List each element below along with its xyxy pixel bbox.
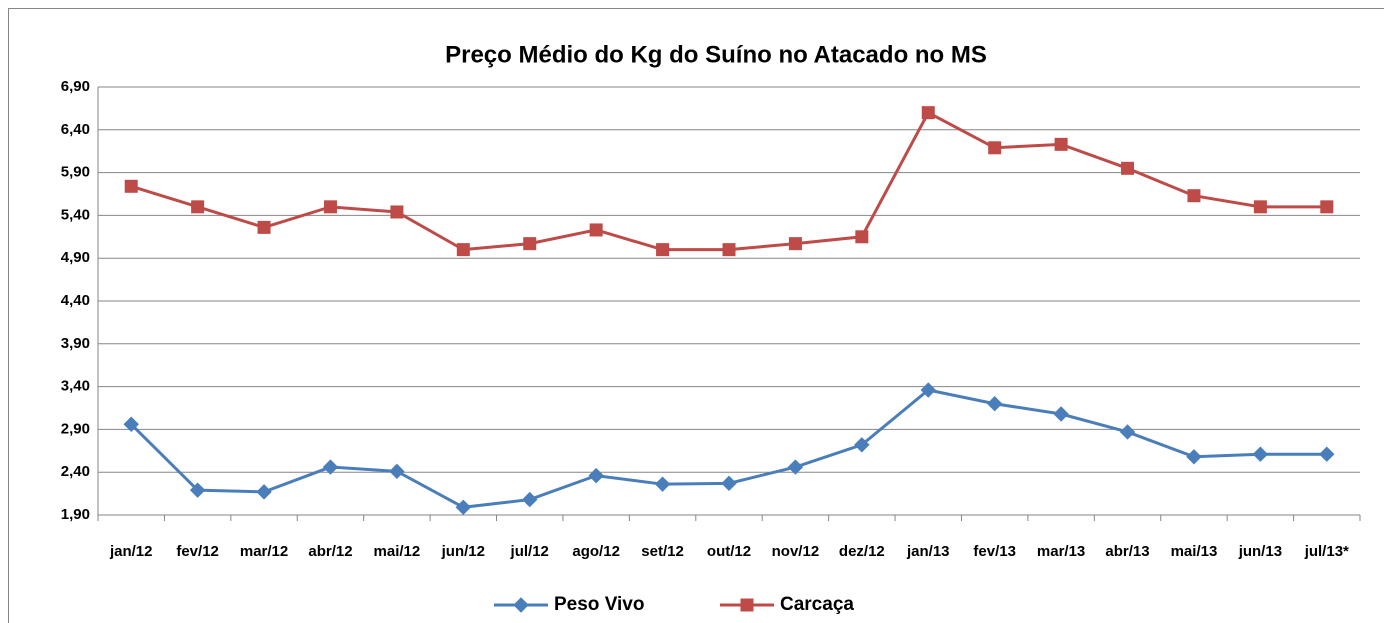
legend-marker (740, 598, 754, 612)
point (656, 243, 670, 257)
point (523, 237, 537, 251)
point (1186, 449, 1202, 465)
y-tick-label: 5,40 (61, 206, 90, 223)
y-tick-label: 4,90 (61, 249, 90, 266)
point (1053, 406, 1069, 422)
x-tick-label: jun/13 (1238, 543, 1282, 560)
point (389, 463, 405, 480)
point (189, 482, 206, 498)
series-line (130, 110, 1327, 252)
x-tick-label: jun/12 (441, 543, 485, 560)
x-tick-label: fev/12 (176, 543, 219, 560)
x-tick-label: out/12 (707, 543, 751, 560)
x-tick-label: jul/12 (510, 543, 549, 560)
legend-marker (513, 597, 529, 613)
y-tick-label: 1,90 (61, 506, 90, 523)
point (654, 476, 671, 492)
x-tick-label: jan/12 (109, 543, 153, 560)
y-tick-label: 4,40 (61, 292, 90, 309)
x-tick-label: nov/12 (772, 543, 820, 560)
point (455, 499, 472, 516)
y-tick-label: 2,40 (61, 463, 90, 480)
point (1319, 446, 1335, 462)
legend-label: Carcaça (780, 594, 854, 615)
point (986, 396, 1003, 412)
point (257, 220, 271, 234)
x-tick-label: jan/13 (906, 543, 950, 560)
x-tick-label: abr/13 (1105, 543, 1149, 560)
x-tick-label: fev/13 (973, 543, 1016, 560)
x-tick-label: abr/12 (308, 543, 352, 560)
legend-label: Peso Vivo (554, 594, 644, 615)
point (1252, 446, 1269, 462)
point (854, 437, 870, 453)
y-tick-label: 3,40 (61, 378, 90, 395)
point (123, 416, 139, 432)
point (788, 237, 802, 251)
point (522, 491, 538, 508)
chart-title: Preço Médio do Kg do Suíno no Atacado no… (445, 41, 987, 68)
point (323, 200, 337, 214)
y-tick-label: 3,90 (61, 335, 90, 352)
point (1054, 137, 1068, 151)
point (921, 106, 935, 120)
x-tick-label: mai/13 (1171, 543, 1218, 560)
point (1119, 424, 1136, 440)
point (855, 230, 869, 244)
y-tick-label: 5,90 (61, 164, 90, 181)
point (1187, 189, 1201, 203)
point (322, 459, 339, 475)
x-tick-label: set/12 (641, 543, 684, 560)
point (390, 205, 404, 219)
chart-border (8, 8, 1384, 623)
x-tick-label: dez/12 (839, 543, 885, 560)
x-tick-label: mar/13 (1037, 543, 1085, 560)
point (920, 382, 936, 398)
y-tick-label: 6,90 (61, 78, 90, 95)
point (588, 467, 604, 484)
y-tick-label: 6,40 (61, 121, 90, 138)
x-tick-label: jul/13* (1304, 543, 1349, 560)
point (787, 459, 804, 475)
point (589, 223, 603, 237)
point (1320, 200, 1334, 214)
point (456, 243, 470, 257)
x-tick-label: mar/12 (240, 543, 288, 560)
point (721, 475, 737, 492)
point (1121, 161, 1135, 175)
point (124, 179, 138, 193)
point (191, 200, 205, 214)
point (988, 141, 1002, 155)
x-tick-label: mai/12 (374, 543, 421, 560)
y-tick-label: 2,90 (61, 420, 90, 437)
point (256, 484, 272, 500)
point (1253, 200, 1267, 214)
point (722, 243, 736, 257)
x-tick-label: ago/12 (572, 543, 620, 560)
